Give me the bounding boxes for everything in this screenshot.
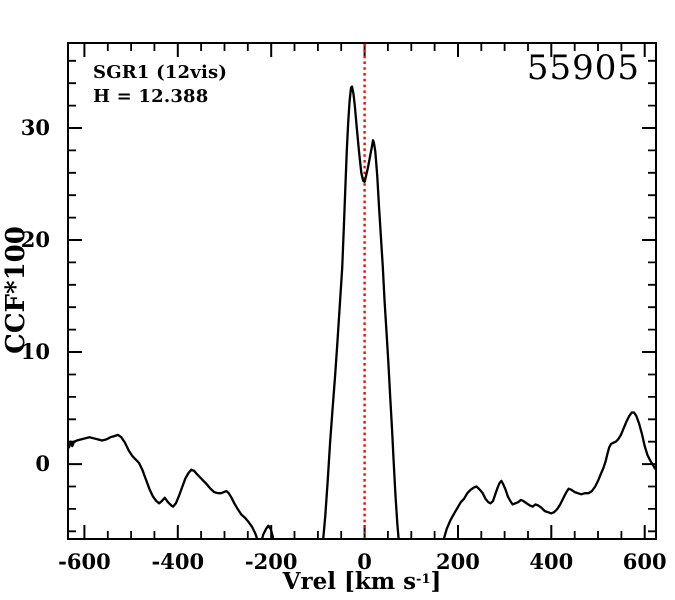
plot-frame	[67, 42, 657, 540]
y-tick-label: 0	[35, 451, 50, 477]
x-axis-title: Vrel [km s-1]	[283, 568, 442, 595]
x-axis-title-superscript: -1	[416, 572, 431, 587]
x-axis-title-suffix: ]	[430, 568, 442, 595]
x-tick-label: -600	[58, 549, 111, 574]
y-tick-label: 20	[20, 227, 50, 253]
x-tick-label: 200	[436, 549, 480, 574]
annotation-target-name: SGR1 (12vis)	[93, 62, 228, 83]
x-axis-title-text: Vrel [km s	[282, 568, 417, 595]
annotation-epoch-mjd: 55905	[526, 48, 640, 88]
minor-ticks	[69, 44, 655, 538]
y-tick-label: 30	[20, 115, 50, 140]
x-tick-label: 400	[529, 549, 574, 574]
ccf-curve	[69, 85, 655, 538]
plot-area	[69, 44, 655, 538]
x-tick-label: 0	[357, 549, 372, 574]
x-tick-label: -400	[151, 549, 205, 574]
x-tick-label: -200	[244, 549, 298, 574]
y-tick-label: 10	[20, 339, 50, 365]
x-tick-label: 600	[622, 549, 667, 574]
annotation-h-magnitude: H = 12.388	[93, 86, 209, 107]
major-ticks	[69, 44, 655, 538]
